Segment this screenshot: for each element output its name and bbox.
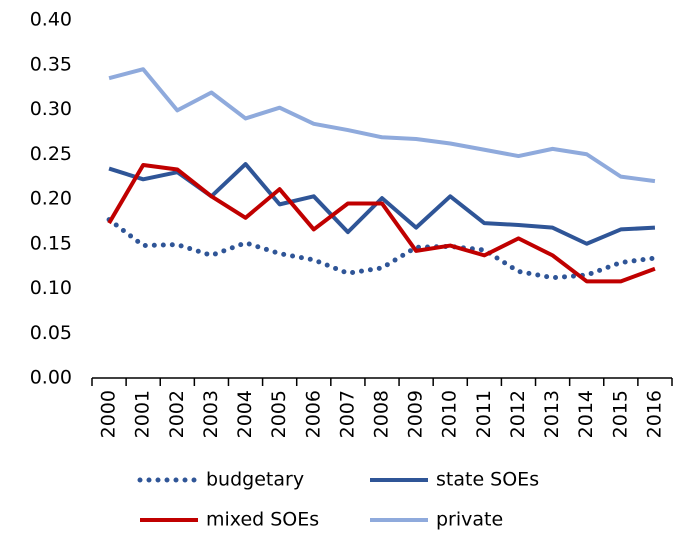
series-line: [106, 217, 658, 281]
series-line: [108, 67, 656, 184]
y-tick-label: 0.10: [30, 277, 72, 299]
y-tick-label: 0.40: [30, 9, 72, 31]
x-tick-label: 2010: [439, 390, 461, 438]
x-tick-label: 2013: [541, 390, 563, 438]
x-tick-label: 2014: [575, 390, 597, 438]
series-line: [107, 162, 656, 284]
legend-label: private: [436, 509, 503, 531]
x-tick-label: 2004: [234, 390, 256, 438]
x-tick-label: 2005: [268, 390, 290, 438]
legend-label: budgetary: [206, 469, 304, 491]
x-tick-label: 2008: [371, 390, 393, 438]
y-tick-label: 0.00: [30, 367, 72, 389]
x-tick-label: 2011: [473, 390, 495, 438]
x-tick-label: 2002: [166, 390, 188, 438]
y-tick-label: 0.15: [30, 232, 72, 254]
y-tick-label: 0.30: [30, 98, 72, 120]
y-tick-label: 0.05: [30, 322, 72, 344]
x-tick-label: 2003: [200, 390, 222, 438]
x-tick-label: 2015: [609, 390, 631, 438]
x-tick-label: 2006: [302, 390, 324, 438]
x-tick-label: 2001: [132, 390, 154, 438]
x-tick-label: 2016: [643, 390, 665, 438]
legend-label: state SOEs: [436, 469, 539, 491]
y-tick-label: 0.20: [30, 188, 72, 210]
legend-label: mixed SOEs: [206, 509, 319, 531]
y-tick-label: 0.35: [30, 53, 72, 75]
x-tick-label: 2012: [507, 390, 529, 438]
x-tick-label: 2009: [405, 390, 427, 438]
x-tick-label: 2000: [98, 390, 120, 438]
y-tick-label: 0.25: [30, 143, 72, 165]
x-tick-label: 2007: [336, 390, 358, 438]
